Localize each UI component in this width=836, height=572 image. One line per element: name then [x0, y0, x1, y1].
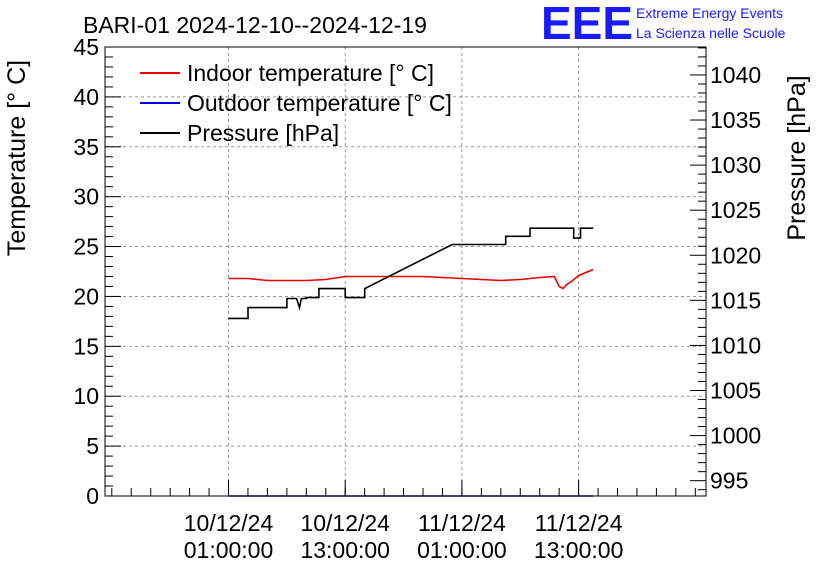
y2-tick-label: 1035 — [710, 107, 761, 133]
y2-tick-label: 1015 — [710, 287, 761, 313]
y2-axis-title: Pressure [hPa] — [783, 75, 811, 240]
y-tick-label: 15 — [73, 333, 99, 359]
legend-label: Pressure [hPa] — [187, 120, 339, 146]
chart-title: BARI-01 2024-12-10--2024-12-19 — [83, 12, 427, 38]
series-line-pressure-hpa — [228, 227, 594, 320]
x-tick-label-time: 13:00:00 — [300, 537, 390, 563]
y-tick-label: 40 — [73, 84, 99, 110]
legend-label: Outdoor temperature [° C] — [187, 90, 452, 116]
x-tick-label-time: 01:00:00 — [184, 537, 274, 563]
eee-logo: EEE — [541, 0, 633, 49]
y2-tick-label: 995 — [710, 468, 748, 494]
y-tick-label: 35 — [73, 134, 99, 160]
brand-line-2: La Scienza nelle Scuole — [636, 25, 786, 41]
x-tick-label-date: 10/12/24 — [184, 510, 274, 536]
x-tick-label-date: 11/12/24 — [418, 510, 506, 536]
y-tick-label: 10 — [73, 383, 99, 409]
x-tick-label-date: 11/12/24 — [535, 510, 623, 536]
y2-tick-label: 1025 — [710, 197, 761, 223]
y-tick-label: 20 — [73, 283, 99, 309]
axes: 0510152025303540459951000100510101015102… — [73, 34, 761, 563]
y-tick-label: 0 — [86, 483, 99, 509]
y2-tick-label: 1030 — [710, 152, 761, 178]
series-layer — [228, 227, 594, 497]
plot-frame — [104, 46, 707, 497]
y2-tick-label: 1010 — [710, 332, 761, 358]
brand-line-1: Extreme Energy Events — [636, 5, 783, 21]
x-tick-label-time: 01:00:00 — [417, 537, 507, 563]
y-axis-title: Temperature [° C] — [3, 60, 31, 256]
y2-tick-label: 1000 — [710, 423, 761, 449]
y2-tick-label: 1040 — [710, 62, 761, 88]
y-tick-label: 25 — [73, 234, 99, 260]
grid — [105, 47, 706, 496]
y-tick-label: 45 — [73, 34, 99, 60]
x-tick-label-date: 10/12/24 — [300, 510, 390, 536]
y2-tick-label: 1020 — [710, 242, 761, 268]
y-tick-label: 5 — [86, 433, 99, 459]
x-tick-label-time: 13:00:00 — [534, 537, 624, 563]
y-tick-label: 30 — [73, 184, 99, 210]
legend-label: Indoor temperature [° C] — [187, 60, 434, 86]
series-line-indoor-temperature-c — [228, 268, 594, 290]
y2-tick-label: 1005 — [710, 378, 761, 404]
legend: Indoor temperature [° C] Outdoor temperat… — [140, 60, 452, 146]
